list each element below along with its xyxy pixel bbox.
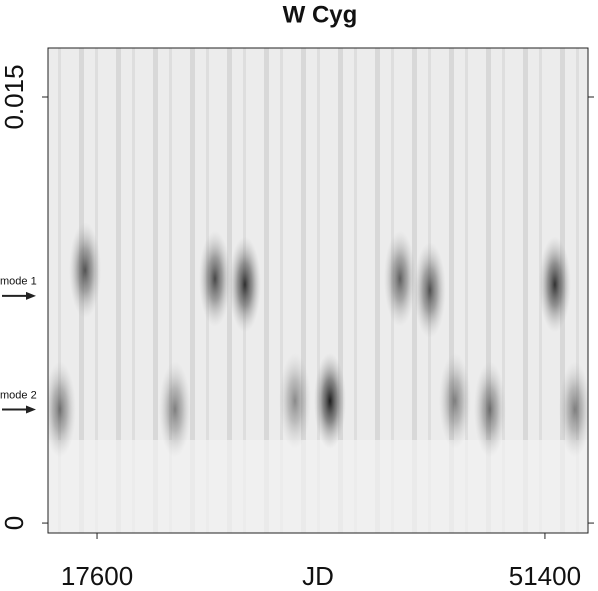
plot-frame [47, 47, 589, 534]
intensity-peak [413, 242, 446, 339]
intensity-peak [313, 352, 346, 449]
intensity-peak [473, 361, 506, 458]
intensity-peak [558, 361, 588, 458]
annotation: mode 1 [0, 276, 37, 288]
intensity-peak [538, 236, 571, 333]
y-tick-label: 0 [0, 516, 29, 530]
x-tick-label: 51400 [509, 561, 581, 591]
plot-area [48, 48, 588, 533]
intensity-peak [383, 230, 416, 327]
intensity-peak [48, 361, 76, 458]
intensity-peak [198, 230, 231, 327]
intensity-peak [438, 352, 471, 449]
annotation-arrowhead [26, 405, 36, 414]
intensity-peak [279, 352, 312, 449]
annotation: mode 2 [0, 389, 37, 401]
x-tick-label: 17600 [61, 561, 133, 591]
intensity-peak [158, 361, 191, 458]
x-axis-label: JD [302, 561, 334, 591]
annotation-arrowhead [26, 291, 36, 300]
intensity-peak [228, 236, 261, 333]
chart-title: W Cyg [283, 1, 358, 28]
background-band [48, 440, 588, 533]
y-tick-label: 0.015 [0, 64, 29, 129]
intensity-peak [69, 222, 102, 319]
